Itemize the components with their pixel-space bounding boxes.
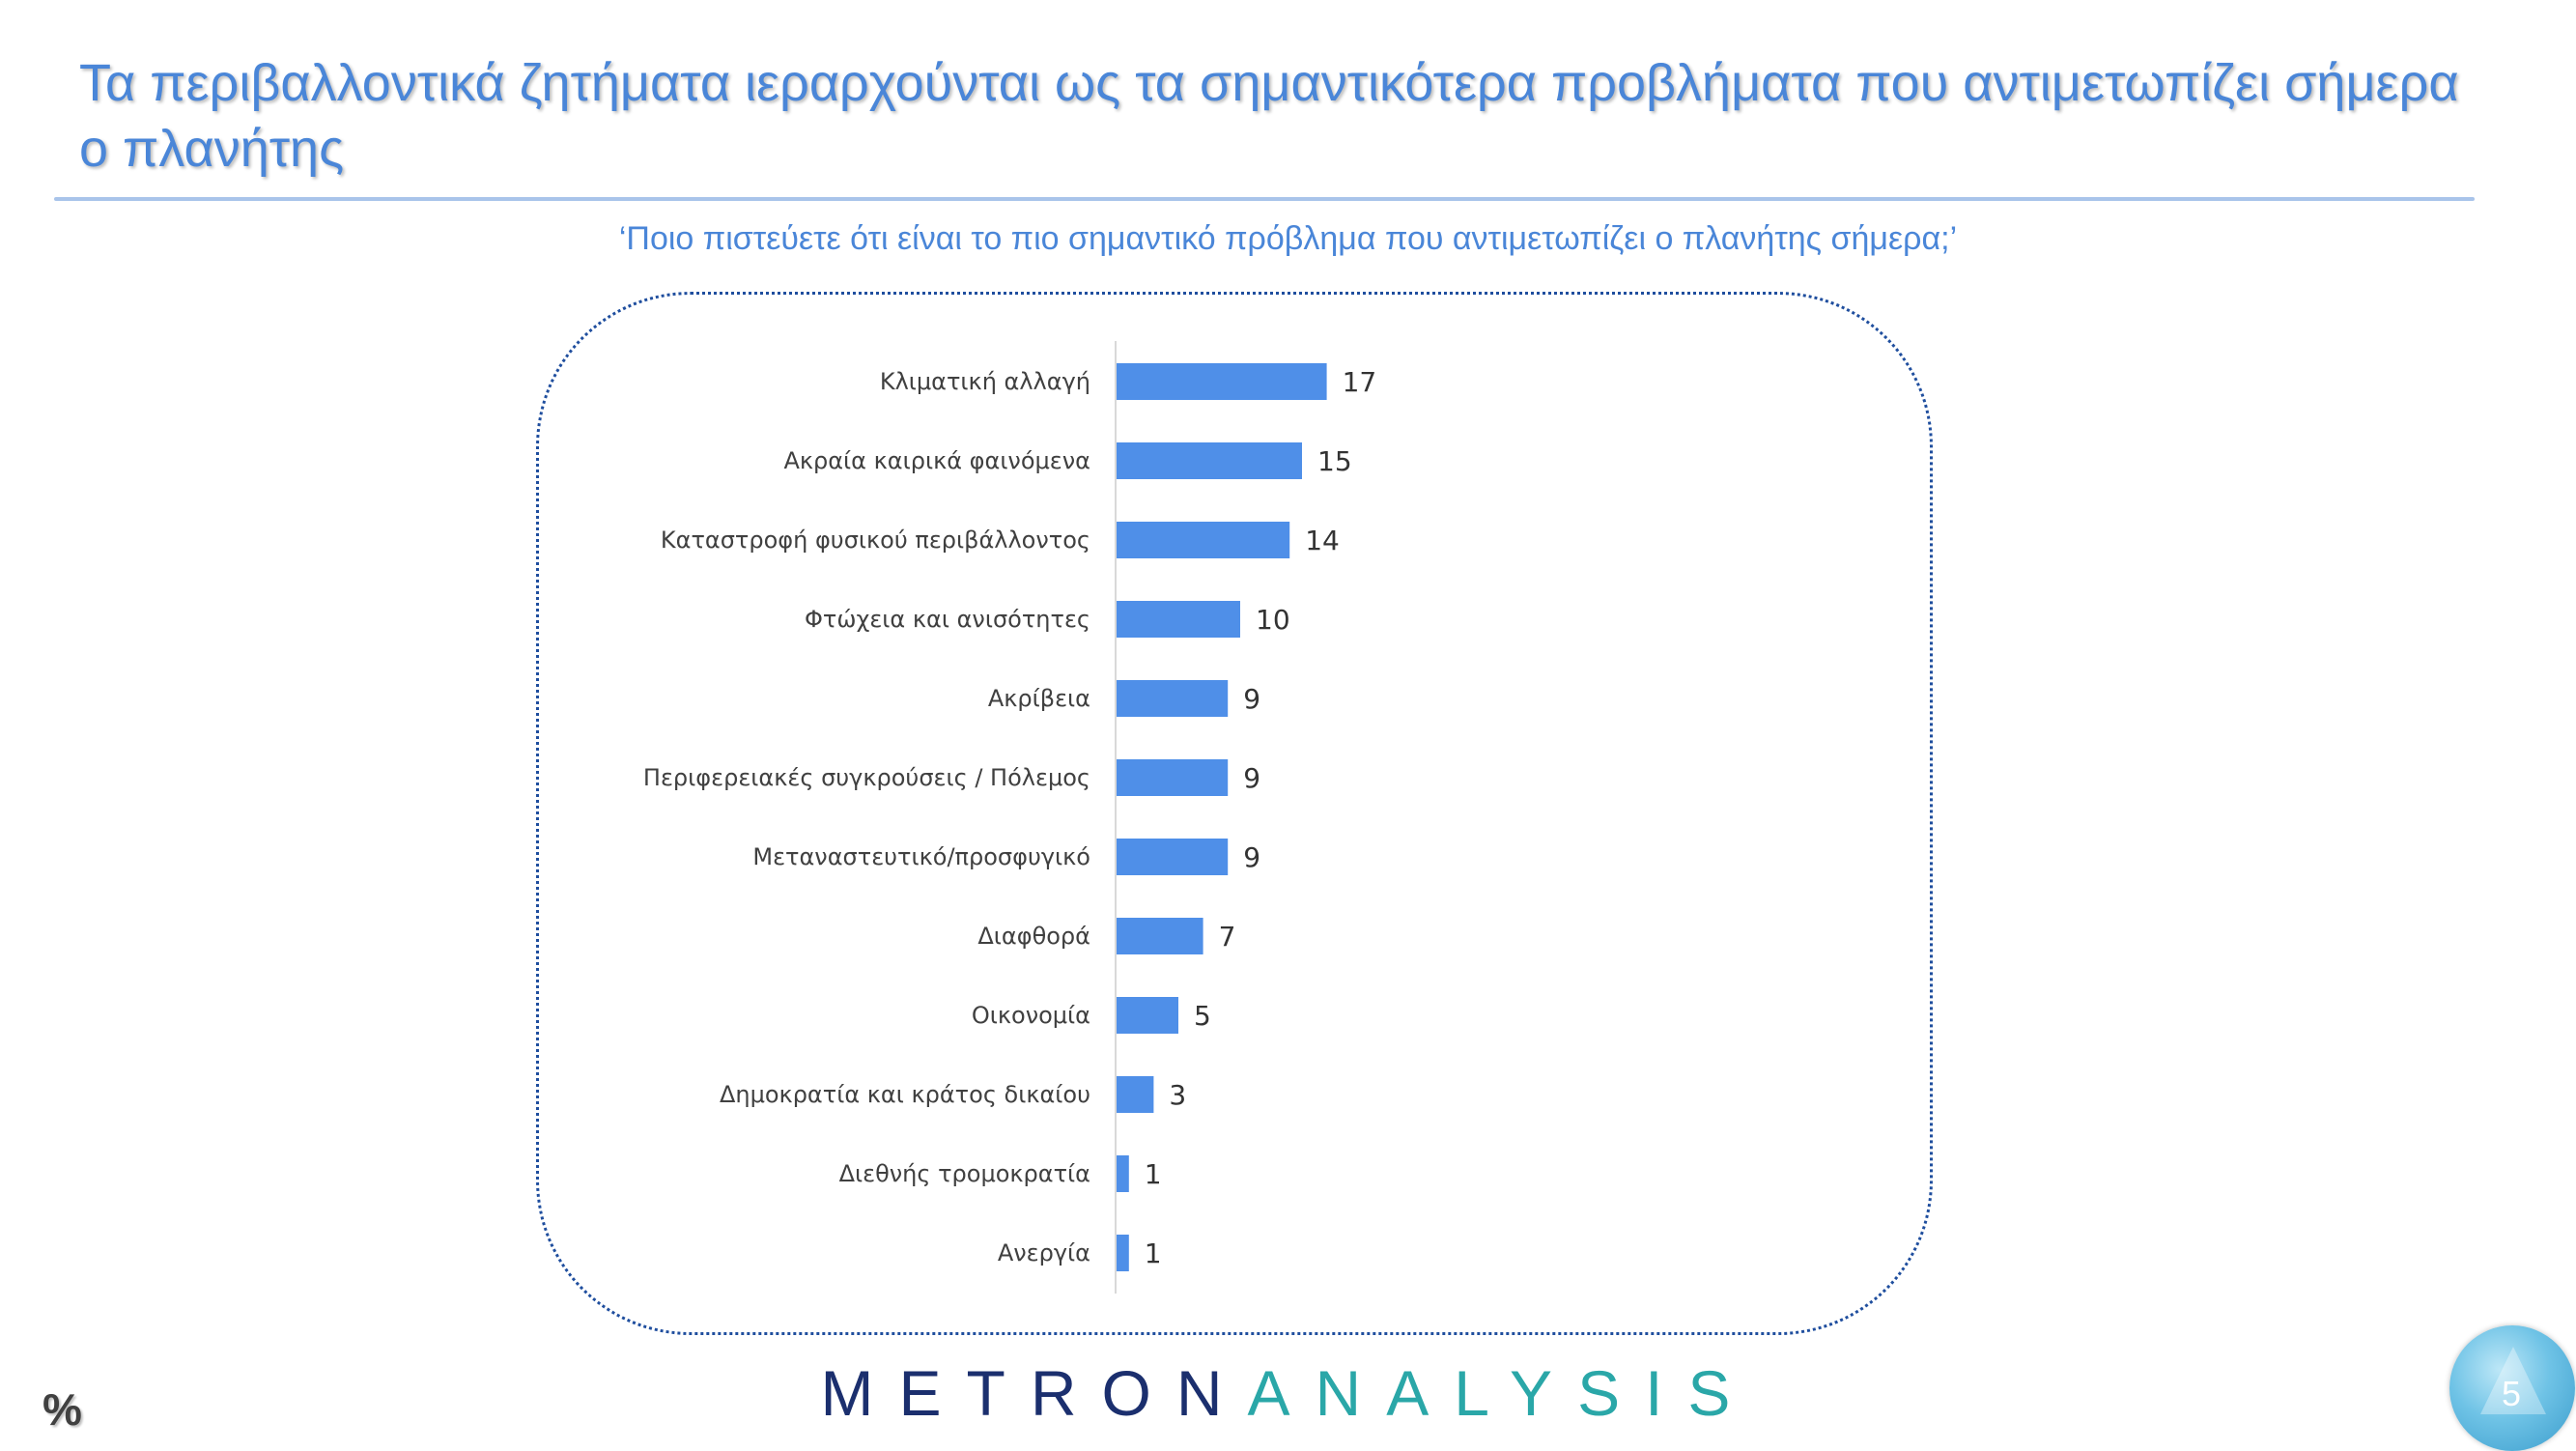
category-label: Ακρίβεια bbox=[988, 685, 1090, 712]
bar bbox=[1117, 1076, 1154, 1113]
bar-value-label: 1 bbox=[1145, 1158, 1162, 1190]
bar-value-label: 3 bbox=[1169, 1079, 1186, 1111]
bar-value-label: 5 bbox=[1194, 1000, 1211, 1032]
bar bbox=[1117, 680, 1229, 717]
bar-value-label: 7 bbox=[1219, 921, 1236, 953]
bar-value-label: 15 bbox=[1317, 445, 1352, 477]
category-label: Διαφθορά bbox=[977, 923, 1090, 950]
page-number-badge: 5 bbox=[2449, 1325, 2575, 1451]
category-label: Κλιματική αλλαγή bbox=[880, 368, 1090, 395]
bar bbox=[1117, 997, 1178, 1034]
category-label: Καταστροφή φυσικού περιβάλλοντος bbox=[661, 526, 1090, 554]
bar bbox=[1117, 363, 1327, 400]
bar bbox=[1117, 601, 1240, 638]
bar-value-label: 10 bbox=[1256, 604, 1290, 636]
category-label: Δημοκρατία και κράτος δικαίου bbox=[720, 1081, 1090, 1108]
bar bbox=[1117, 839, 1229, 875]
triangle-icon bbox=[2480, 1347, 2546, 1414]
survey-question: ‘Ποιο πιστεύετε ότι είναι το πιο σημαντι… bbox=[618, 220, 1958, 257]
category-label: Φτώχεια και ανισότητες bbox=[805, 606, 1090, 633]
slide-title: Τα περιβαλλοντικά ζητήματα ιεραρχούνται … bbox=[79, 54, 2459, 178]
bar bbox=[1117, 759, 1229, 796]
bar bbox=[1117, 1155, 1129, 1192]
bar-value-label: 17 bbox=[1343, 366, 1377, 398]
metron-analysis-logo: METRONANALYSIS bbox=[0, 1354, 2576, 1432]
bar bbox=[1117, 1235, 1129, 1271]
bar bbox=[1117, 522, 1290, 558]
category-label: Διεθνής τρομοκρατία bbox=[839, 1160, 1090, 1187]
logo-metron-text: METRON bbox=[820, 1357, 1248, 1429]
bar bbox=[1117, 442, 1302, 479]
unit-percent-label: % bbox=[42, 1384, 82, 1435]
title-divider bbox=[54, 197, 2475, 201]
bar-value-label: 9 bbox=[1243, 841, 1260, 873]
bar bbox=[1117, 918, 1203, 954]
category-label: Περιφερειακές συγκρούσεις / Πόλεμος bbox=[643, 764, 1090, 791]
bar-value-label: 9 bbox=[1243, 762, 1260, 794]
page-number: 5 bbox=[2502, 1374, 2522, 1413]
bar-value-label: 14 bbox=[1305, 525, 1340, 556]
category-label: Ακραία καιρικά φαινόμενα bbox=[783, 447, 1090, 474]
category-label: Ανεργία bbox=[998, 1239, 1090, 1266]
bar-value-label: 1 bbox=[1145, 1238, 1162, 1269]
chart-frame: Κλιματική αλλαγή 17 Ακραία καιρικά φαινόμε… bbox=[536, 292, 1933, 1335]
category-label: Μεταναστευτικό/προσφυγικό bbox=[752, 843, 1090, 870]
logo-analysis-text: ANALYSIS bbox=[1247, 1357, 1756, 1429]
bar-value-label: 9 bbox=[1243, 683, 1260, 715]
category-label: Οικονομία bbox=[972, 1002, 1090, 1029]
